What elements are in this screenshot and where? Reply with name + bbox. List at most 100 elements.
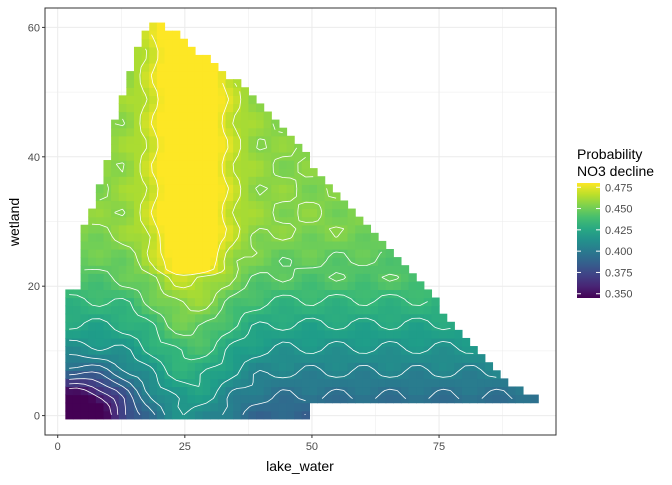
heatmap-tile-1352 xyxy=(149,168,158,177)
heatmap-tile-54 xyxy=(233,402,242,412)
heatmap-tile-705 xyxy=(317,305,326,315)
heatmap-tile-1437 xyxy=(187,143,196,153)
heatmap-tile-1191 xyxy=(126,208,135,218)
heatmap-tile-367 xyxy=(141,354,150,363)
heatmap-tile-243 xyxy=(500,378,509,388)
heatmap-tile-512 xyxy=(416,337,425,347)
heatmap-tile-823 xyxy=(118,281,127,291)
heatmap-tile-686 xyxy=(172,305,181,315)
heatmap-tile-1602 xyxy=(187,79,196,88)
heatmap-tile-8 xyxy=(126,410,135,420)
heatmap-tile-423 xyxy=(149,346,158,355)
contour-line-2 xyxy=(69,378,127,415)
heatmap-tile-33 xyxy=(72,402,82,412)
heatmap-tile-1304 xyxy=(233,184,242,193)
heatmap-tile-1579 xyxy=(133,87,143,96)
heatmap-tile-1192 xyxy=(133,208,143,218)
heatmap-tile-1419 xyxy=(248,151,257,161)
heatmap-tile-1472 xyxy=(263,135,272,145)
heatmap-tile-1181 xyxy=(324,216,333,226)
heatmap-tile-1477 xyxy=(118,127,127,137)
heatmap-tile-1440 xyxy=(210,143,219,153)
heatmap-tile-329 xyxy=(278,362,288,371)
heatmap-tile-1023 xyxy=(317,248,326,258)
heatmap-tile-375 xyxy=(202,354,211,363)
heatmap-tile-1430 xyxy=(133,143,143,153)
heatmap-tile-231 xyxy=(408,378,417,388)
heatmap-tile-398 xyxy=(378,354,387,363)
heatmap-tile-1008 xyxy=(202,248,211,258)
heatmap-tile-695 xyxy=(240,305,249,315)
heatmap-tile-792 xyxy=(233,289,242,299)
heatmap-tile-6 xyxy=(111,410,120,420)
heatmap-tile-218 xyxy=(309,378,318,388)
heatmap-tile-904 xyxy=(393,273,402,282)
heatmap-tile-1241 xyxy=(248,200,257,210)
heatmap-tile-1097 xyxy=(263,232,272,242)
heatmap-tile-616 xyxy=(408,321,417,331)
heatmap-tile-680 xyxy=(126,305,135,315)
heatmap-tile-557 xyxy=(355,329,364,339)
heatmap-tile-1012 xyxy=(233,248,242,258)
heatmap-tile-985 xyxy=(347,257,356,266)
legend-label-5: 0.350 xyxy=(605,289,633,301)
heatmap-tile-1280 xyxy=(294,192,303,202)
heatmap-tile-1155 xyxy=(126,216,135,226)
heatmap-tile-664 xyxy=(385,313,394,323)
heatmap-tile-563 xyxy=(400,329,410,339)
heatmap-tile-1498 xyxy=(278,127,288,137)
heatmap-tile-324 xyxy=(240,362,249,371)
heatmap-tile-702 xyxy=(294,305,303,315)
heatmap-tile-1163 xyxy=(187,216,196,226)
heatmap-tile-1542 xyxy=(126,103,135,113)
legend-label-4: 0.375 xyxy=(605,267,633,279)
heatmap-tile-1080 xyxy=(133,232,143,242)
heatmap-tile-1077 xyxy=(111,232,120,242)
heatmap-tile-1562 xyxy=(133,95,143,105)
heatmap-tile-738 xyxy=(194,297,204,307)
contour-line-4 xyxy=(69,364,513,416)
heatmap-tile-696 xyxy=(248,305,257,315)
heatmap-tile-87 xyxy=(240,394,249,404)
heatmap-tile-434 xyxy=(233,346,242,355)
heatmap-tile-497 xyxy=(301,337,310,347)
heatmap-tile-958 xyxy=(141,257,150,266)
heatmap-tile-305 xyxy=(95,362,105,371)
heatmap-tile-1496 xyxy=(263,127,272,137)
heatmap-tile-431 xyxy=(210,346,219,355)
heatmap-tile-1605 xyxy=(210,79,219,88)
heatmap-tile-126 xyxy=(65,386,74,396)
heatmap-tile-1501 xyxy=(126,119,135,129)
heatmap-tile-520 xyxy=(72,329,82,339)
heatmap-tile-984 xyxy=(339,257,349,266)
heatmap-tile-282 xyxy=(355,370,364,379)
heatmap-tile-826 xyxy=(141,281,150,291)
heatmap-tile-574 xyxy=(88,321,97,331)
heatmap-tile-1662 xyxy=(149,22,158,32)
heatmap-tile-65 xyxy=(72,394,82,404)
heatmap-tile-1528 xyxy=(172,111,181,121)
heatmap-tile-663 xyxy=(378,313,387,323)
heatmap-tile-1420 xyxy=(256,151,265,161)
heatmap-tile-1480 xyxy=(141,127,150,137)
heatmap-tile-934 xyxy=(286,265,295,274)
contour-line-9 xyxy=(84,251,400,336)
heatmap-tile-1368 xyxy=(271,168,280,177)
heatmap-tile-177 xyxy=(454,386,463,396)
heatmap-tile-1374 xyxy=(103,160,112,169)
heatmap-tile-639 xyxy=(194,313,204,323)
heatmap-tile-923 xyxy=(202,265,211,274)
heatmap-tile-1246 xyxy=(286,200,295,210)
heatmap-tile-955 xyxy=(118,257,127,266)
heatmap-tile-899 xyxy=(355,273,364,282)
heatmap-tile-279 xyxy=(332,370,341,379)
heatmap-tile-448 xyxy=(339,346,349,355)
heatmap-tile-240 xyxy=(477,378,486,388)
heatmap-tile-271 xyxy=(271,370,280,379)
heatmap-tile-469 xyxy=(88,337,97,347)
heatmap-tile-189 xyxy=(88,378,97,388)
heatmap-tile-708 xyxy=(339,305,349,315)
heatmap-tile-314 xyxy=(164,362,173,371)
heatmap-tile-930 xyxy=(256,265,265,274)
heatmap-tile-1216 xyxy=(317,208,326,218)
